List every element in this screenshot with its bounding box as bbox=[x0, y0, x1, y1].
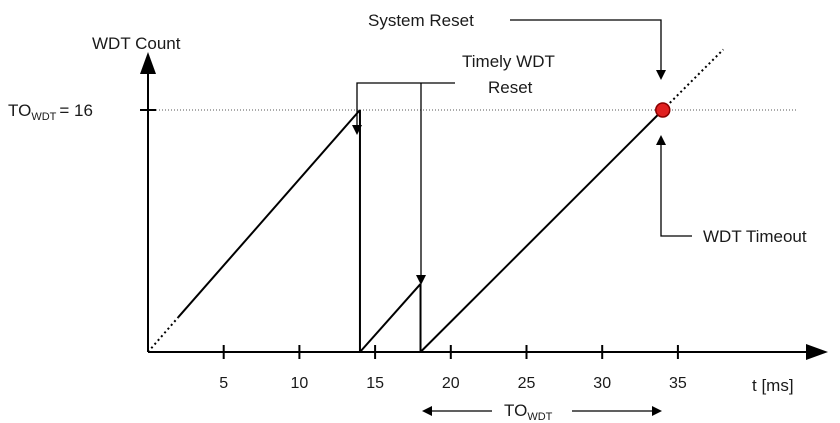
timely-reset-label-line2: Reset bbox=[488, 78, 533, 97]
timeout-span-label-sub: WDT bbox=[527, 411, 552, 423]
y-axis-arrowhead bbox=[140, 52, 156, 74]
wdt-timeout-leader bbox=[656, 135, 692, 237]
count-segment-dotted bbox=[147, 316, 180, 353]
timely-reset-label-line1: Timely WDT bbox=[462, 52, 555, 71]
timely-reset-leader bbox=[352, 82, 455, 135]
count-segment-dotted bbox=[662, 48, 725, 111]
x-tick-label: 30 bbox=[593, 375, 611, 392]
system-reset-label: System Reset bbox=[368, 11, 474, 30]
x-axis-label: t [ms] bbox=[752, 376, 794, 395]
threshold-label: TOWDT = 16 bbox=[8, 101, 93, 123]
threshold-label-main: TO bbox=[8, 101, 31, 120]
count-segment bbox=[359, 283, 422, 353]
threshold-label-value: = 16 bbox=[59, 101, 93, 120]
threshold-label-sub: WDT bbox=[31, 111, 56, 123]
timeout-marker bbox=[655, 102, 671, 118]
count-segment bbox=[419, 109, 664, 353]
system-reset-leader bbox=[510, 19, 666, 80]
x-tick-label: 10 bbox=[291, 375, 309, 392]
wdt-timeout-label: WDT Timeout bbox=[703, 227, 807, 246]
x-axis-arrowhead bbox=[806, 344, 828, 360]
y-axis-label: WDT Count bbox=[92, 34, 181, 53]
x-tick-label: 15 bbox=[366, 375, 384, 392]
x-tick-label: 20 bbox=[442, 375, 460, 392]
x-tick-label: 25 bbox=[518, 375, 536, 392]
x-tick-label: 35 bbox=[669, 375, 687, 392]
timeout-span-label-main: TO bbox=[504, 401, 527, 420]
x-axis-ticks: 5 10 15 20 25 30 35 bbox=[219, 345, 687, 392]
x-tick-label: 5 bbox=[219, 375, 228, 392]
wdt-count-waveform bbox=[147, 48, 725, 353]
timeout-span-label: TOWDT bbox=[504, 401, 553, 423]
count-segment bbox=[177, 109, 361, 318]
